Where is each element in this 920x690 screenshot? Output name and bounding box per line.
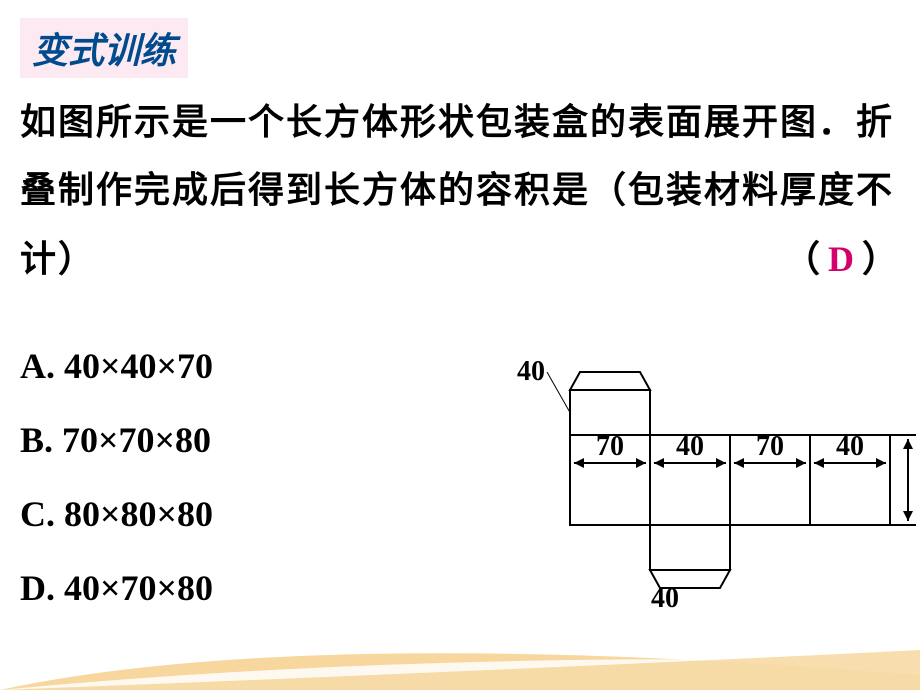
option-b: B. 70×70×80 [20, 404, 213, 476]
question-body: 如图所示是一个长方体形状包装盒的表面展开图．折叠制作完成后得到长方体的容积是（包… [20, 102, 894, 279]
svg-text:40: 40 [676, 431, 704, 462]
svg-text:40: 40 [517, 356, 545, 387]
paren-close: ） [862, 239, 900, 279]
option-a: A. 40×40×70 [20, 330, 213, 402]
svg-text:70: 70 [756, 431, 784, 462]
paren-open: （ [784, 239, 822, 279]
options-list: A. 40×40×70 B. 70×70×80 C. 80×80×80 D. 4… [20, 330, 213, 626]
answer-letter: D [822, 239, 862, 279]
option-c: C. 80×80×80 [20, 478, 213, 550]
svg-text:40: 40 [651, 583, 679, 614]
svg-text:40: 40 [836, 431, 864, 462]
answer-paren: （D） [784, 225, 900, 293]
option-d: D. 40×70×80 [20, 552, 213, 624]
question-text: 如图所示是一个长方体形状包装盒的表面展开图．折叠制作完成后得到长方体的容积是（包… [20, 88, 900, 293]
section-header: 变式训练 [20, 18, 188, 78]
svg-text:70: 70 [596, 431, 624, 462]
net-diagram: 70407040804040 [450, 315, 920, 685]
